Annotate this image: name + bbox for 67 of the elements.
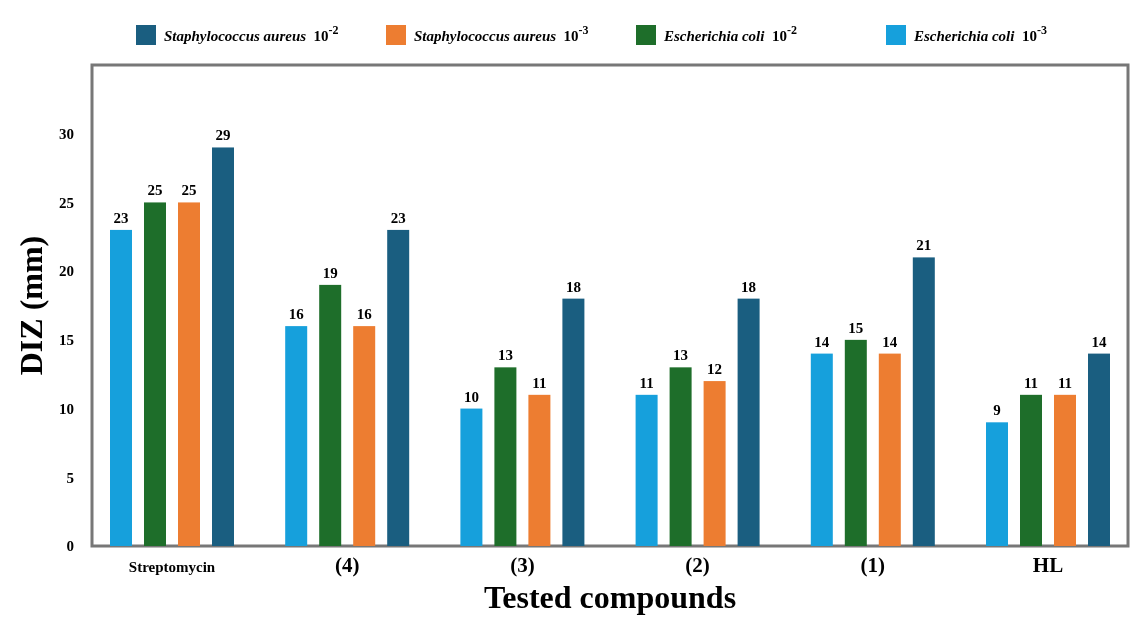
y-tick-label: 0 [66,538,74,555]
data-label: 23 [113,209,129,226]
legend-label: Escherichia coli 10$^{-3}$ [913,23,1047,44]
data-label: 13 [497,347,513,364]
bar [844,339,867,546]
bar [912,257,935,546]
data-label: 18 [741,278,757,295]
data-label: 10 [463,388,479,405]
bar [1054,394,1076,546]
data-label: 11 [532,374,547,391]
bar [285,326,308,546]
data-label: 11 [639,374,654,391]
bar [319,284,342,546]
x-tick-label: (4) [334,553,360,577]
y-tick-label: 15 [59,332,74,349]
y-tick-label: 30 [59,125,74,142]
data-label: 16 [288,306,305,323]
bar [460,408,483,546]
x-tick-label: HL [1032,553,1064,577]
data-label: 11 [1023,374,1039,391]
bar [878,353,901,546]
data-label: 25 [181,182,197,199]
data-label: 29 [215,127,231,144]
bar [178,202,200,546]
data-label: 23 [390,209,406,226]
bar [494,367,517,546]
x-tick-label: Streptomycin [128,559,216,575]
bar [528,394,551,546]
bar [1020,394,1042,546]
y-tick-label: 25 [59,194,74,211]
y-tick-label: 5 [66,469,74,486]
bar [387,229,410,546]
data-label: 18 [565,278,581,295]
x-tick-label: (2) [685,553,710,577]
bar [353,326,376,546]
data-label: 11 [1057,374,1073,391]
bar [110,229,132,546]
data-label: 21 [916,237,932,254]
data-label: 15 [848,319,864,336]
bar [669,367,692,546]
legend-label: Escherichia coli 10$^{-2}$ [663,23,797,44]
bar [562,298,585,546]
legend-label: Staphylococcus aureus 10$^{-2}$ [164,23,339,44]
y-tick-label: 20 [59,263,74,280]
data-label: 14 [1091,333,1107,350]
bar [635,394,658,546]
x-axis-title: Tested compounds [483,579,737,615]
data-label: 13 [673,347,689,364]
bar [212,147,234,546]
x-tick-label: (3) [510,553,535,577]
data-label: 14 [814,333,830,350]
data-label: 16 [356,306,373,323]
data-label: 12 [707,361,723,378]
y-tick-label: 10 [59,400,74,417]
bar [1088,353,1110,546]
bar [986,422,1008,546]
bar [703,381,726,546]
data-label: 25 [147,182,163,199]
data-label: 14 [882,333,898,350]
data-label: 19 [322,264,338,281]
bar [144,202,166,546]
bar [810,353,833,546]
x-tick-label: (1) [860,553,886,577]
data-label: 9 [993,402,1001,419]
y-axis-title: DIZ (mm) [13,235,49,376]
legend-label: Staphylococcus aureus 10$^{-3}$ [414,23,589,44]
bar [737,298,760,546]
